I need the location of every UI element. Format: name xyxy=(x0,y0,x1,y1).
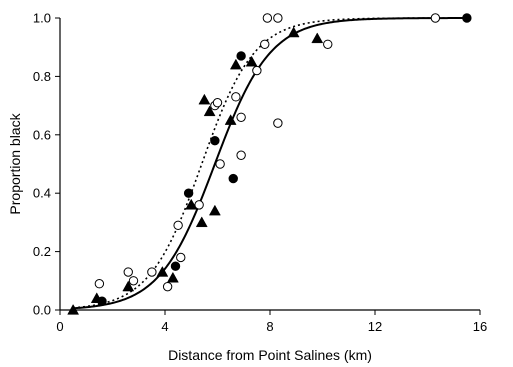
open-circle-point xyxy=(273,118,283,128)
filled-triangle-point xyxy=(198,93,211,105)
open-circle-point xyxy=(323,39,333,49)
filled-triangle-point xyxy=(245,55,258,67)
filled-triangle-point xyxy=(311,32,324,44)
filled-circle-point xyxy=(462,13,472,23)
fit-curve-dotted xyxy=(73,17,467,309)
open-circle-point xyxy=(252,65,262,76)
filled-circle-point xyxy=(170,261,181,271)
open-circle-point xyxy=(236,112,246,122)
filled-triangle-point xyxy=(208,204,221,216)
open-circle-point xyxy=(194,200,204,210)
y-tick-label: 0.8 xyxy=(33,69,51,84)
open-circle-point xyxy=(147,267,157,277)
filled-triangle-point xyxy=(195,216,208,228)
x-tick-label: 4 xyxy=(161,319,168,334)
y-tick-label: 1.0 xyxy=(33,11,51,26)
open-circle-point xyxy=(262,13,273,23)
filled-triangle-point xyxy=(185,198,198,210)
x-tick-label: 0 xyxy=(56,319,63,334)
open-circle-point xyxy=(260,39,270,49)
open-circle-point xyxy=(94,279,105,289)
open-circle-point xyxy=(128,276,139,286)
open-circle-point xyxy=(162,281,173,292)
filled-triangle-point xyxy=(287,26,300,38)
x-tick-label: 16 xyxy=(473,319,487,334)
x-tick-label: 8 xyxy=(266,319,273,334)
open-circle-point xyxy=(273,13,283,23)
filled-triangle-point xyxy=(122,280,135,292)
ticks: 0 4 8 12 16 0.0 0.2 0.4 0.6 0.8 1.0 xyxy=(33,11,487,335)
filled-triangle-point xyxy=(90,292,103,303)
open-circle-point xyxy=(231,92,241,102)
filled-circle-point xyxy=(210,135,220,146)
filled-triangle-point xyxy=(224,114,237,125)
open-circle-point xyxy=(236,150,246,160)
y-tick-label: 0.6 xyxy=(33,127,51,142)
open-circle-point xyxy=(430,13,441,23)
filled-triangle-point xyxy=(203,105,216,117)
filled-circle-point xyxy=(228,173,238,184)
open-circle-point xyxy=(176,252,186,263)
filled-triangle-point xyxy=(229,58,242,70)
y-tick-label: 0.0 xyxy=(33,303,51,318)
data-points xyxy=(67,13,472,315)
axes xyxy=(59,18,480,311)
y-tick-label: 0.4 xyxy=(33,186,51,201)
open-circle-point xyxy=(212,97,223,108)
filled-circle-point xyxy=(183,188,194,198)
fitted-curves xyxy=(73,17,467,310)
filled-triangle-point xyxy=(156,266,169,277)
filled-circle-point xyxy=(236,51,246,61)
y-axis-title: Proportion black xyxy=(7,112,23,214)
open-circle-point xyxy=(173,220,183,231)
open-circle-point xyxy=(123,267,133,277)
fit-curve-solid xyxy=(73,17,467,310)
x-axis-title: Distance from Point Salines (km) xyxy=(168,347,372,363)
filled-triangle-point xyxy=(166,271,179,283)
open-circle-point xyxy=(215,159,225,169)
y-tick-label: 0.2 xyxy=(33,244,51,259)
x-tick-label: 12 xyxy=(368,319,382,334)
